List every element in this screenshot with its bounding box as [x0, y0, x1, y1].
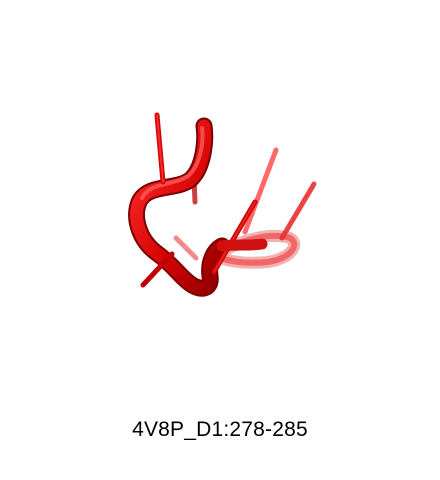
rna-structure-render	[128, 112, 317, 297]
backbone-lower-segment	[216, 238, 268, 252]
structure-id-caption: 4V8P_D1:278-285	[132, 418, 308, 441]
backbone-main-tube	[128, 117, 231, 297]
base-sticks-front	[140, 112, 258, 288]
